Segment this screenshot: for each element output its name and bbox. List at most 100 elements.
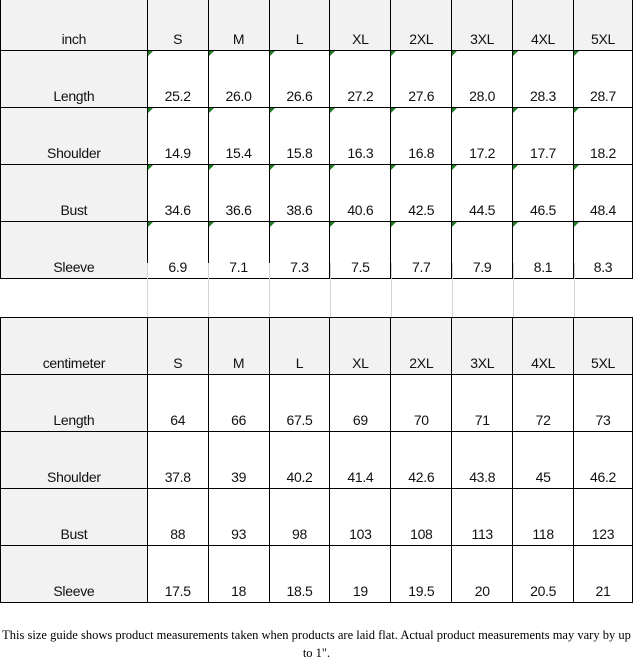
measurement-value: 21 [573,545,633,603]
measurement-value: 15.4 [207,107,270,165]
size-header: S [146,0,209,51]
table-row: Shoulder 14.9 15.4 15.8 16.3 16.8 17.2 17.7 18.2 [0,107,633,165]
gridline [208,263,209,317]
table-row: Bust 34.6 36.6 38.6 40.6 42.5 44.5 46.5 48.4 [0,164,633,222]
measurement-value: 108 [390,488,453,546]
measurement-value: 123 [573,488,633,546]
measurement-value: 26.0 [207,50,270,108]
gridline [147,263,148,317]
measurement-value: 45 [512,431,575,489]
measurement-value: 38.6 [268,164,331,222]
measurement-value: 28.0 [451,50,514,108]
measurement-value: 73 [573,374,633,432]
measurement-value: 15.8 [268,107,331,165]
measurement-value: 27.2 [329,50,392,108]
measurement-value: 6.9 [146,221,209,279]
measurement-value: 42.5 [390,164,453,222]
table-row: Length 64 66 67.5 69 70 71 72 73 [0,374,633,432]
measurement-value: 18 [207,545,270,603]
measurement-value: 71 [451,374,514,432]
measurement-value: 72 [512,374,575,432]
measurement-label: Shoulder [0,107,148,165]
size-header: XL [329,0,392,51]
inch-size-table: inch S M L XL 2XL 3XL 4XL 5XL Length 25.2 26.0 26.6 2… [0,0,633,279]
size-header: 2XL [390,317,453,375]
measurement-value: 67.5 [268,374,331,432]
size-header: L [268,317,331,375]
measurement-value: 44.5 [451,164,514,222]
measurement-value: 18.5 [268,545,331,603]
measurement-value: 41.4 [329,431,392,489]
size-header: 3XL [451,317,514,375]
table-row: Sleeve 17.5 18 18.5 19 19.5 20 20.5 21 [0,545,633,603]
centimeter-size-table: centimeter S M L XL 2XL 3XL 4XL 5XL Length 64 66 67.… [0,317,633,603]
measurement-value: 40.6 [329,164,392,222]
measurement-value: 34.6 [146,164,209,222]
empty-row [0,263,633,317]
measurement-value: 46.2 [573,431,633,489]
measurement-value: 16.3 [329,107,392,165]
measurement-value: 27.6 [390,50,453,108]
measurement-value: 42.6 [390,431,453,489]
measurement-value: 7.5 [329,221,392,279]
measurement-value: 7.9 [451,221,514,279]
size-header: M [207,317,270,375]
size-header: 3XL [451,0,514,51]
measurement-label: Bust [0,164,148,222]
measurement-value: 17.5 [146,545,209,603]
measurement-value: 8.1 [512,221,574,279]
measurement-value: 26.6 [268,50,331,108]
measurement-value: 14.9 [146,107,209,165]
measurement-value: 19.5 [390,545,453,603]
size-header: XL [329,317,392,375]
unit-label: inch [0,0,148,51]
measurement-value: 98 [268,488,331,546]
measurement-label: Bust [0,488,148,546]
measurement-value: 19 [329,545,392,603]
size-header: 5XL [573,317,633,375]
measurement-label: Sleeve [0,545,148,603]
measurement-value: 7.7 [390,221,453,279]
measurement-value: 70 [390,374,453,432]
measurement-label: Length [0,50,148,108]
measurement-value: 39 [207,431,270,489]
size-guide-note: This size guide shows product measuremen… [2,628,631,660]
gridline [391,263,392,317]
measurement-value: 28.3 [512,50,574,108]
size-header: 4XL [512,317,575,375]
size-header: M [207,0,270,51]
measurement-value: 46.5 [512,164,574,222]
table-row: Length 25.2 26.0 26.6 27.2 27.6 28.0 28.3 28.7 [0,50,633,108]
measurement-value: 48.4 [572,164,633,222]
gridline [452,263,453,317]
measurement-value: 8.3 [572,221,633,279]
size-header: 2XL [390,0,453,51]
gridline [574,263,575,317]
size-header: S [146,317,209,375]
measurement-value: 118 [512,488,575,546]
measurement-value: 66 [207,374,270,432]
measurement-value: 43.8 [451,431,514,489]
measurement-value: 88 [146,488,209,546]
measurement-value: 20.5 [512,545,575,603]
gridline [269,263,270,317]
measurement-value: 37.8 [146,431,209,489]
measurement-value: 40.2 [268,431,331,489]
measurement-value: 93 [207,488,270,546]
measurement-value: 64 [146,374,209,432]
unit-label: centimeter [0,317,148,375]
measurement-label: Length [0,374,148,432]
table-row: Bust 88 93 98 103 108 113 118 123 [0,488,633,546]
measurement-label: Shoulder [0,431,148,489]
measurement-value: 36.6 [207,164,270,222]
size-header: 5XL [572,0,633,51]
measurement-value: 16.8 [390,107,453,165]
gridline [513,263,514,317]
measurement-value: 18.2 [572,107,633,165]
table-row: Shoulder 37.8 39 40.2 41.4 42.6 43.8 45 46.2 [0,431,633,489]
measurement-value: 17.2 [451,107,514,165]
header-row: inch S M L XL 2XL 3XL 4XL 5XL [0,0,633,51]
measurement-label: Sleeve [0,221,148,279]
measurement-value: 103 [329,488,392,546]
measurement-value: 20 [451,545,514,603]
